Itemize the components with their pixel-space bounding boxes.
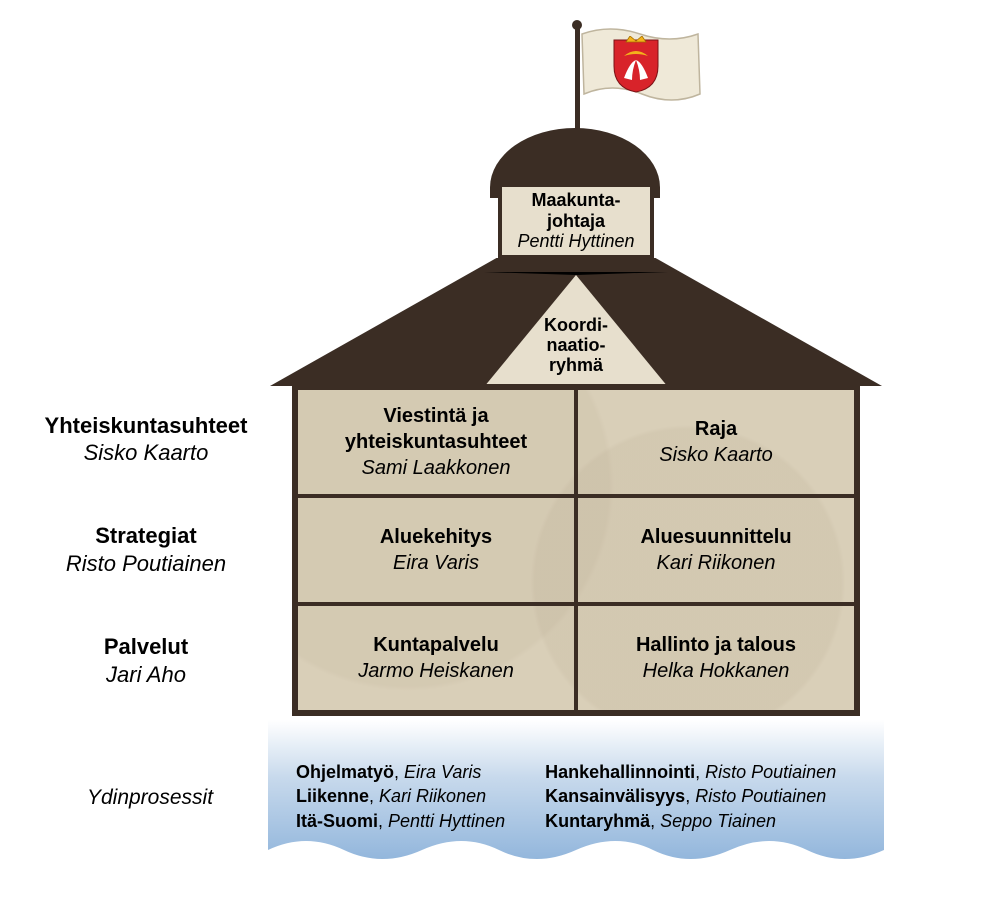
- side-labels: Yhteiskuntasuhteet Sisko Kaarto Strategi…: [0, 384, 292, 716]
- core-col-right: Hankehallinnointi, Risto Poutiainen Kans…: [545, 760, 836, 833]
- crest-icon: [610, 36, 662, 94]
- cell-person: Helka Hokkanen: [643, 658, 790, 684]
- core-col-left: Ohjelmatyö, Eira Varis Liikenne, Kari Ri…: [296, 760, 505, 833]
- core-row: Itä-Suomi, Pentti Hyttinen: [296, 809, 505, 833]
- coordination-triangle: Koordi- naatio- ryhmä: [484, 272, 668, 384]
- cell-person: Jarmo Heiskanen: [358, 658, 514, 684]
- leader-box: Maakunta- johtaja Pentti Hyttinen: [498, 183, 654, 259]
- cell-1-1: Aluesuunnittelu Kari Riikonen: [576, 496, 856, 604]
- core-row: Kansainvälisyys, Risto Poutiainen: [545, 784, 836, 808]
- cell-title: Hallinto ja talous: [636, 632, 796, 658]
- wave-icon: [268, 838, 884, 878]
- cell-title: Viestintä ja: [383, 403, 488, 429]
- core-processes-label: Ydinprosessit: [50, 786, 250, 810]
- side-title: Strategiat: [95, 522, 196, 550]
- cell-2-1: Hallinto ja talous Helka Hokkanen: [576, 604, 856, 712]
- leader-title-l1: Maakunta-: [502, 190, 650, 211]
- side-person: Jari Aho: [106, 661, 186, 689]
- core-row: Liikenne, Kari Riikonen: [296, 784, 505, 808]
- coordination-text: Koordi- naatio- ryhmä: [484, 316, 668, 375]
- cell-title: Raja: [695, 416, 737, 442]
- core-processes-columns: Ohjelmatyö, Eira Varis Liikenne, Kari Ri…: [296, 760, 836, 833]
- leader-title-l2: johtaja: [502, 211, 650, 232]
- side-row-1: Strategiat Risto Poutiainen: [0, 495, 292, 606]
- side-row-2: Palvelut Jari Aho: [0, 605, 292, 716]
- org-diagram: Maakunta- johtaja Pentti Hyttinen Koordi…: [0, 0, 988, 912]
- cell-person: Sisko Kaarto: [659, 442, 772, 468]
- cell-title: Aluekehitys: [380, 524, 492, 550]
- cell-title2: yhteiskuntasuhteet: [345, 429, 527, 455]
- cell-0-1: Raja Sisko Kaarto: [576, 388, 856, 496]
- side-row-0: Yhteiskuntasuhteet Sisko Kaarto: [0, 384, 292, 495]
- side-title: Yhteiskuntasuhteet: [45, 412, 248, 440]
- cell-person: Kari Riikonen: [657, 550, 776, 576]
- cell-person: Eira Varis: [393, 550, 479, 576]
- cell-2-0: Kuntapalvelu Jarmo Heiskanen: [296, 604, 576, 712]
- cell-title: Aluesuunnittelu: [640, 524, 791, 550]
- cell-0-0: Viestintä ja yhteiskuntasuhteet Sami Laa…: [296, 388, 576, 496]
- cell-person: Sami Laakkonen: [362, 455, 511, 481]
- side-person: Sisko Kaarto: [84, 439, 209, 467]
- core-row: Hankehallinnointi, Risto Poutiainen: [545, 760, 836, 784]
- leader-person: Pentti Hyttinen: [502, 231, 650, 252]
- side-title: Palvelut: [104, 633, 188, 661]
- core-row: Ohjelmatyö, Eira Varis: [296, 760, 505, 784]
- side-person: Risto Poutiainen: [66, 550, 226, 578]
- cell-title: Kuntapalvelu: [373, 632, 499, 658]
- tri-l2: naatio-: [484, 336, 668, 356]
- cell-1-0: Aluekehitys Eira Varis: [296, 496, 576, 604]
- building-grid: Viestintä ja yhteiskuntasuhteet Sami Laa…: [292, 384, 860, 716]
- core-row: Kuntaryhmä, Seppo Tiainen: [545, 809, 836, 833]
- tri-l1: Koordi-: [484, 316, 668, 336]
- tri-l3: ryhmä: [484, 356, 668, 376]
